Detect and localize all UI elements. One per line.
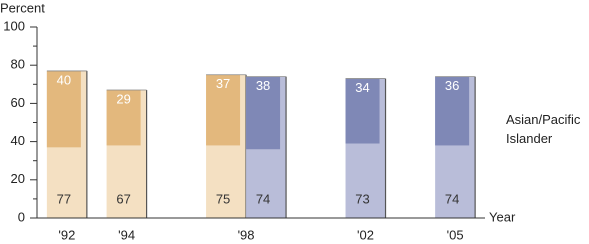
bar-top-segment <box>435 76 470 146</box>
value-label: 74 <box>445 191 459 206</box>
value-label: 77 <box>57 191 71 206</box>
top-value-label: 34 <box>355 80 369 95</box>
x-axis-title: Year <box>489 209 516 224</box>
series-label: Asian/Pacific Islander <box>506 112 581 146</box>
x-tick-label: '02 <box>357 227 374 242</box>
value-label: 67 <box>116 191 130 206</box>
y-axis-title: Percent <box>0 0 45 15</box>
x-tick-label: '98 <box>238 227 255 242</box>
top-value-label: 37 <box>216 76 230 91</box>
bar-top-segment <box>106 90 141 146</box>
bar-top-segment <box>345 78 380 144</box>
top-value-label: 40 <box>57 72 71 87</box>
y-tick-label: 20 <box>11 171 25 186</box>
y-tick-label: 0 <box>18 209 25 224</box>
y-tick-label: 80 <box>11 57 25 72</box>
bar-top-segment <box>46 70 81 148</box>
top-value-label: 29 <box>116 91 130 106</box>
top-value-label: 38 <box>256 78 270 93</box>
top-value-label: 36 <box>445 78 459 93</box>
value-label: 73 <box>355 191 369 206</box>
value-label: 75 <box>216 191 230 206</box>
x-tick-label: '05 <box>447 227 464 242</box>
y-tick-label: 100 <box>3 18 25 33</box>
y-tick-label: 40 <box>11 133 25 148</box>
x-tick-label: '94 <box>118 227 135 242</box>
y-tick-label: 60 <box>11 95 25 110</box>
bar-top-segment <box>246 76 281 150</box>
value-label: 74 <box>256 191 270 206</box>
bar-top-segment <box>206 74 241 146</box>
x-tick-label: '92 <box>58 227 75 242</box>
